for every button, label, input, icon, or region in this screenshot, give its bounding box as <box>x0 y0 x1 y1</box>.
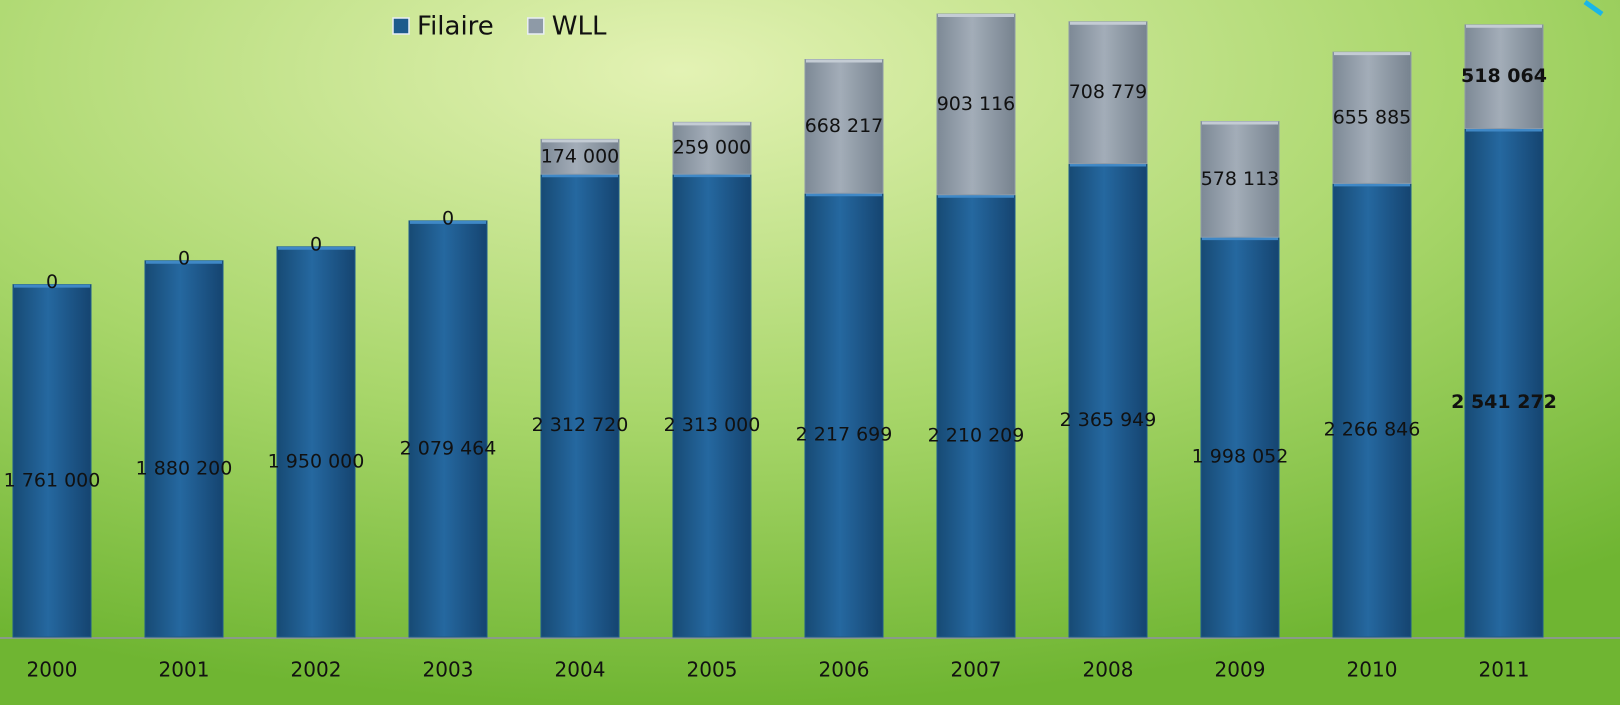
data-label: 668 217 <box>805 115 884 137</box>
data-label: 1 880 200 <box>136 457 233 479</box>
bar-segment <box>936 13 1016 196</box>
data-label: 655 885 <box>1333 106 1412 128</box>
x-tick-label: 2000 <box>27 658 78 682</box>
x-tick-label: 2007 <box>951 658 1002 682</box>
bar-segment <box>1464 24 1544 129</box>
data-label: 0 <box>46 271 58 293</box>
x-tick-label: 2009 <box>1215 658 1266 682</box>
bar-segment <box>1332 51 1412 184</box>
plot: Filaire WLL 2000 1 761 000 0 2001 1 880 200 0 20… <box>4 12 1557 682</box>
data-label: 0 <box>442 207 454 229</box>
x-tick-label: 2001 <box>159 658 210 682</box>
data-label: 2 079 464 <box>400 437 497 459</box>
data-label: 578 113 <box>1201 168 1280 190</box>
bar-segment <box>1464 127 1544 638</box>
data-label: 1 950 000 <box>268 450 365 472</box>
bar-segment <box>804 192 884 638</box>
data-label: 2 210 209 <box>928 424 1025 446</box>
bar-segment <box>540 173 620 638</box>
bar-segment <box>672 121 752 175</box>
x-tick-label: 2003 <box>423 658 474 682</box>
data-label: 903 116 <box>937 93 1016 115</box>
data-label: 518 064 <box>1461 65 1547 87</box>
legend-swatch <box>392 17 410 35</box>
data-label: 259 000 <box>673 137 752 159</box>
x-tick-label: 2004 <box>555 658 606 682</box>
data-label: 0 <box>178 247 190 269</box>
bar-segment <box>408 220 488 638</box>
bar-segment <box>672 173 752 638</box>
data-label: 708 779 <box>1069 81 1148 103</box>
bar-segment <box>936 194 1016 638</box>
bar-segment <box>1332 182 1412 638</box>
bar-segment <box>276 246 356 638</box>
data-label: 2 217 699 <box>796 424 893 446</box>
data-label: 2 365 949 <box>1060 409 1157 431</box>
data-label: 2 313 000 <box>664 414 761 436</box>
data-label: 2 312 720 <box>532 414 629 436</box>
x-tick-label: 2010 <box>1347 658 1398 682</box>
x-tick-label: 2005 <box>687 658 738 682</box>
bar-segment <box>1200 120 1280 238</box>
data-label: 0 <box>310 233 322 255</box>
x-tick-label: 2011 <box>1479 658 1530 682</box>
bar-segment <box>144 260 224 638</box>
legend-swatch <box>527 17 545 35</box>
bar-segment <box>1068 163 1148 638</box>
decoration <box>1583 0 1604 17</box>
data-label: 1 761 000 <box>4 469 101 491</box>
data-label: 2 541 272 <box>1451 391 1557 413</box>
x-tick-label: 2006 <box>819 658 870 682</box>
bar-segment <box>540 138 620 175</box>
bar-segment <box>804 59 884 194</box>
x-tick-label: 2008 <box>1083 658 1134 682</box>
x-tick-label: 2002 <box>291 658 342 682</box>
bar-segment <box>1200 236 1280 638</box>
bar-segment <box>1068 21 1148 165</box>
legend-label: WLL <box>552 12 607 42</box>
bar-segment <box>12 284 92 638</box>
legend-label: Filaire <box>417 12 494 42</box>
data-label: 174 000 <box>541 145 620 167</box>
data-label: 1 998 052 <box>1192 446 1289 468</box>
data-label: 2 266 846 <box>1324 419 1421 441</box>
